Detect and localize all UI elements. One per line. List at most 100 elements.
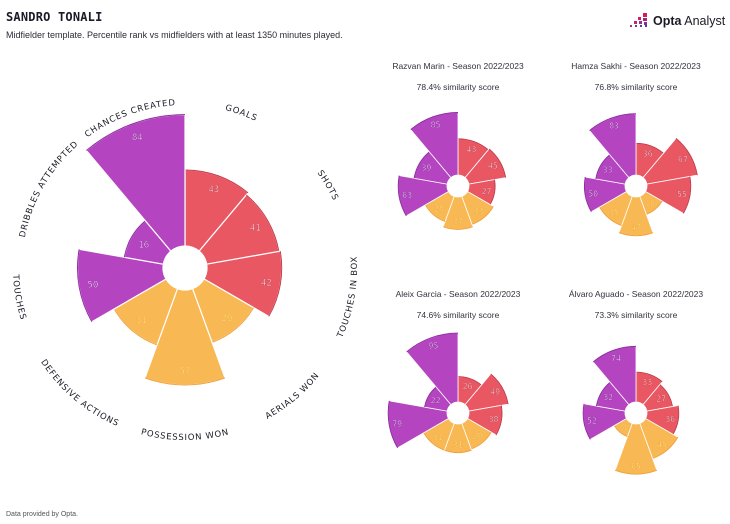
opta-analyst-logo: Opta Analyst [628, 13, 725, 29]
value-label: 33 [474, 206, 484, 216]
opta-logo-icon [630, 13, 647, 27]
wedge-rim [470, 431, 492, 450]
wedge-rim [184, 169, 249, 194]
wedge-rim [584, 176, 592, 212]
value-label: 28 [434, 204, 444, 214]
wedge-rim [595, 154, 611, 180]
value-label: 42 [261, 279, 272, 289]
wedge-rim [614, 469, 658, 475]
page-title: SANDRO TONALI [6, 10, 103, 24]
value-label: 67 [678, 154, 688, 164]
value-label: 85 [431, 119, 441, 129]
value-label: 49 [490, 386, 500, 396]
wedge-rim [635, 371, 663, 383]
value-label: 52 [587, 416, 597, 426]
wedge-rim [144, 377, 226, 386]
center-hole [163, 246, 207, 290]
value-label: 84 [132, 133, 143, 143]
comparison-title-3: Aleix Garcia - Season 2022/2023 [395, 289, 521, 299]
wedge-rim [672, 405, 680, 435]
wedge-rim [413, 151, 430, 179]
value-label: 95 [428, 340, 438, 350]
wedge-rim [659, 384, 673, 407]
wedge-rim [387, 400, 399, 449]
wedge-rim [443, 226, 473, 230]
value-label: 41 [250, 223, 261, 233]
wedge-rim [471, 206, 494, 225]
wedge-rim [406, 332, 459, 353]
value-label: 36 [665, 414, 675, 424]
wedge-rim [488, 148, 507, 178]
page-subtitle: Midfielder template. Percentile rank vs … [6, 30, 343, 40]
value-label: 29 [221, 314, 232, 324]
value-label: 43 [208, 185, 219, 195]
value-label: 43 [466, 144, 476, 154]
value-label: 35 [609, 207, 619, 217]
value-label: 31 [433, 432, 443, 442]
comparison-pizza-chart-4: 33 27 36 45 65 8 52 32 74 [582, 345, 680, 475]
center-hole [625, 175, 647, 197]
wedge-rim [444, 449, 472, 454]
value-label: 45 [657, 439, 667, 449]
value-label: 50 [87, 280, 98, 290]
value-label: 74 [611, 353, 621, 363]
value-label: 55 [677, 189, 687, 199]
wedge-rim [675, 137, 698, 176]
wedge-rim [211, 307, 254, 343]
value-label: 37 [453, 216, 463, 226]
value-label: 45 [488, 161, 498, 171]
value-label: 16 [645, 198, 655, 208]
value-label: 8 [621, 422, 626, 432]
value-label: 27 [656, 393, 666, 403]
wedge-rim [113, 308, 158, 346]
category-label: DRIBBLES ATTEMPTED [18, 139, 81, 238]
value-label: 27 [482, 186, 492, 196]
similarity-score-4: 73.3% similarity score [594, 310, 678, 320]
value-label: 50 [588, 188, 598, 198]
logo-text: Opta Analyst [653, 14, 726, 28]
value-label: 33 [603, 164, 613, 174]
wedge-rim [595, 381, 611, 407]
main-pizza-chart: 43 41 42 29 57 31 50 16 84 [76, 113, 283, 386]
value-label: 79 [392, 419, 402, 429]
wedge-rim [646, 200, 663, 215]
wedge-rim [635, 142, 664, 154]
comparison-pizza-chart-3: 26 49 38 29 31 31 79 22 95 [387, 332, 509, 454]
similarity-score-3: 74.6% similarity score [416, 310, 500, 320]
wedge-rim [457, 138, 489, 151]
value-label: 83 [609, 120, 619, 130]
wedge-rim [123, 220, 146, 258]
wedge-rim [490, 373, 509, 405]
wedge-rim [682, 176, 692, 214]
value-label: 16 [138, 240, 149, 250]
category-label: TOUCHES IN BOX [335, 256, 360, 341]
wedge-rim [410, 111, 459, 131]
similarity-score-2: 76.8% similarity score [594, 82, 678, 92]
wedge-rim [268, 251, 283, 317]
wedge-rim [423, 432, 445, 451]
wedge-rim [489, 179, 496, 205]
center-hole [447, 175, 469, 197]
value-label: 47 [631, 222, 641, 232]
category-label: POSSESSION WON [140, 427, 230, 443]
wedge-rim [397, 175, 407, 217]
wedge-rim [245, 194, 280, 252]
wedge-rim [457, 376, 482, 386]
comparison-pizza-chart-1: 43 45 27 33 37 28 63 39 85 [397, 111, 507, 230]
center-hole [625, 402, 647, 424]
value-label: 29 [473, 431, 483, 441]
value-label: 26 [463, 381, 473, 391]
wedge-rim [424, 204, 446, 222]
wedge-rim [495, 405, 503, 436]
value-label: 31 [136, 316, 147, 326]
value-label: 63 [402, 190, 412, 200]
wedge-rim [592, 345, 637, 363]
value-label: 33 [642, 377, 652, 387]
comparison-pizza-chart-2: 36 67 55 16 47 35 50 33 83 [584, 113, 698, 237]
wedge-rim [652, 436, 679, 459]
category-label: TOUCHES [10, 273, 28, 321]
value-label: 39 [421, 163, 431, 173]
value-label: 22 [431, 395, 441, 405]
value-label: 57 [180, 367, 191, 377]
